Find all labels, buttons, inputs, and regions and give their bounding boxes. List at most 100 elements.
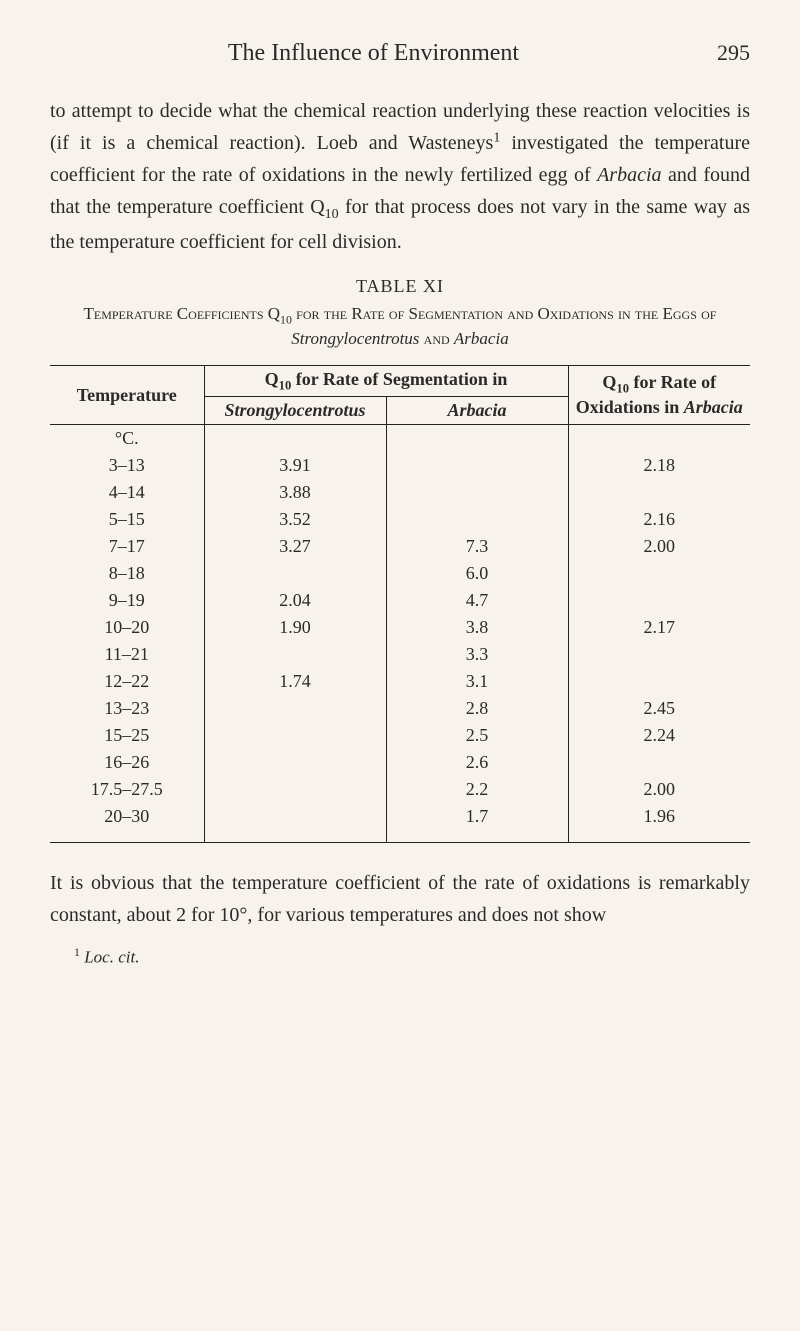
strongylocentrotus-cell <box>204 776 386 803</box>
oxidations-cell <box>568 479 750 506</box>
footnote: 1 Loc. cit. <box>50 945 750 968</box>
closing-paragraph: It is obvious that the temperature coeff… <box>50 867 750 931</box>
arbacia-cell <box>386 506 568 533</box>
bottom-rule-row <box>50 842 750 843</box>
oxidations-cell: 2.16 <box>568 506 750 533</box>
q10-subscript: 10 <box>325 207 339 222</box>
arbacia-cell: 3.3 <box>386 641 568 668</box>
temperature-cell: 4–14 <box>50 479 204 506</box>
th-strongylocentrotus: Strongylocentrotus <box>204 397 386 425</box>
table-row: 16–26 2.6 <box>50 749 750 776</box>
caption-italic-2: Arbacia <box>454 329 509 348</box>
empty-cell <box>204 425 386 453</box>
table-row: 20–30 1.71.96 <box>50 803 750 830</box>
arbacia-cell: 2.8 <box>386 695 568 722</box>
th-seg-before: Q <box>265 369 279 389</box>
oxidations-cell: 2.45 <box>568 695 750 722</box>
closing-text: It is obvious that the temperature coeff… <box>50 872 750 926</box>
oxidations-cell: 2.18 <box>568 452 750 479</box>
oxidations-cell <box>568 587 750 614</box>
oxidations-cell <box>568 641 750 668</box>
strongylocentrotus-cell: 3.91 <box>204 452 386 479</box>
temperature-cell: 16–26 <box>50 749 204 776</box>
oxidations-cell <box>568 560 750 587</box>
arbacia-cell: 4.7 <box>386 587 568 614</box>
temperature-cell: 9–19 <box>50 587 204 614</box>
oxidations-cell <box>568 668 750 695</box>
arbacia-cell: 3.8 <box>386 614 568 641</box>
temperature-cell: 10–20 <box>50 614 204 641</box>
strongylocentrotus-cell <box>204 641 386 668</box>
temperature-cell: 15–25 <box>50 722 204 749</box>
oxidations-cell: 2.24 <box>568 722 750 749</box>
temperature-cell: 20–30 <box>50 803 204 830</box>
table-row: 11–21 3.3 <box>50 641 750 668</box>
table-number: TABLE XI <box>50 276 750 297</box>
unit-row: °C. <box>50 425 750 453</box>
strongylocentrotus-cell: 3.52 <box>204 506 386 533</box>
page-header: The Influence of Environment 295 <box>50 40 750 67</box>
italic-arbacia: Arbacia <box>597 164 661 186</box>
temperature-cell: 13–23 <box>50 695 204 722</box>
strongylocentrotus-cell: 1.90 <box>204 614 386 641</box>
th-seg-after: for Rate of Segmentation in <box>291 369 507 389</box>
temperature-cell: 12–22 <box>50 668 204 695</box>
table-header-row-1: Temperature Q10 for Rate of Segmentation… <box>50 365 750 397</box>
empty-cell <box>386 425 568 453</box>
table-caption: Temperature Coefficients Q10 for the Rat… <box>80 303 720 350</box>
table-row: 12–221.743.1 <box>50 668 750 695</box>
th-segmentation-group: Q10 for Rate of Segmentation in <box>204 365 568 397</box>
table-row: 9–192.044.7 <box>50 587 750 614</box>
strongylocentrotus-cell: 3.88 <box>204 479 386 506</box>
th-temperature: Temperature <box>50 365 204 425</box>
oxidations-cell <box>568 749 750 776</box>
arbacia-cell <box>386 452 568 479</box>
table-row: 5–153.522.16 <box>50 506 750 533</box>
th-oxid-sub: 10 <box>616 382 629 396</box>
oxidations-cell: 2.17 <box>568 614 750 641</box>
temperature-cell: 11–21 <box>50 641 204 668</box>
unit-cell: °C. <box>50 425 204 453</box>
table-row: 10–201.903.82.17 <box>50 614 750 641</box>
arbacia-cell: 6.0 <box>386 560 568 587</box>
table-row: 7–173.277.32.00 <box>50 533 750 560</box>
temperature-cell: 3–13 <box>50 452 204 479</box>
arbacia-cell <box>386 479 568 506</box>
oxidations-cell: 1.96 <box>568 803 750 830</box>
empty-cell <box>568 425 750 453</box>
strongylocentrotus-cell <box>204 722 386 749</box>
table-row: 8–18 6.0 <box>50 560 750 587</box>
caption-q-sub: 10 <box>280 313 292 327</box>
temperature-cell: 8–18 <box>50 560 204 587</box>
table-row: 4–143.88 <box>50 479 750 506</box>
th-oxid-italic: Arbacia <box>684 397 743 417</box>
strongylocentrotus-cell <box>204 560 386 587</box>
temperature-cell: 7–17 <box>50 533 204 560</box>
strongylocentrotus-cell: 3.27 <box>204 533 386 560</box>
strongylocentrotus-cell: 2.04 <box>204 587 386 614</box>
th-oxidations: Q10 for Rate of Oxidations in Arbacia <box>568 365 750 425</box>
strongylocentrotus-cell: 1.74 <box>204 668 386 695</box>
caption-part-1: Temperature Coefficients Q <box>84 304 281 323</box>
caption-and: and <box>419 329 454 348</box>
th-arbacia: Arbacia <box>386 397 568 425</box>
table-row: 15–25 2.52.24 <box>50 722 750 749</box>
arbacia-cell: 2.2 <box>386 776 568 803</box>
arbacia-cell: 2.6 <box>386 749 568 776</box>
caption-part-2: for the Rate of Segmentation and Oxidati… <box>292 304 717 323</box>
strongylocentrotus-cell <box>204 695 386 722</box>
caption-italic-1: Strongylocentrotus <box>291 329 419 348</box>
temperature-cell: 17.5–27.5 <box>50 776 204 803</box>
strongylocentrotus-cell <box>204 803 386 830</box>
arbacia-cell: 2.5 <box>386 722 568 749</box>
oxidations-cell: 2.00 <box>568 776 750 803</box>
th-oxid-before: Q <box>602 372 616 392</box>
oxidations-cell: 2.00 <box>568 533 750 560</box>
spacer-row <box>50 830 750 842</box>
arbacia-cell: 1.7 <box>386 803 568 830</box>
th-seg-sub: 10 <box>279 378 292 392</box>
strongylocentrotus-cell <box>204 749 386 776</box>
table-row: 3–133.91 2.18 <box>50 452 750 479</box>
table-row: 17.5–27.5 2.22.00 <box>50 776 750 803</box>
intro-paragraph: to attempt to decide what the chemical r… <box>50 95 750 258</box>
